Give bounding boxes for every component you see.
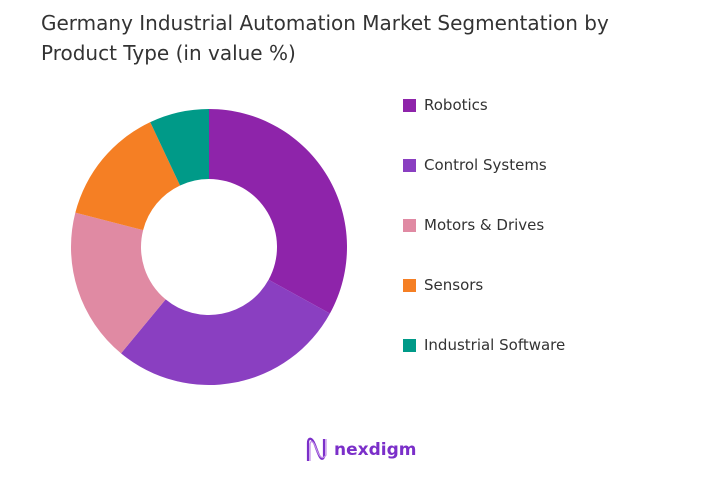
legend-label: Industrial Software xyxy=(424,336,566,354)
logo-wave-icon xyxy=(306,437,327,461)
legend-item: Motors & Drives xyxy=(403,215,544,235)
legend-swatch xyxy=(403,158,416,172)
legend-item: Control Systems xyxy=(403,155,547,175)
legend-swatch xyxy=(403,218,416,232)
slice-motors-drives xyxy=(70,212,166,354)
legend-swatch xyxy=(403,278,416,292)
legend-label: Robotics xyxy=(424,96,488,114)
slice-robotics xyxy=(209,109,347,314)
chart-title: Germany Industrial Automation Market Seg… xyxy=(41,11,609,65)
legend-item: Industrial Software xyxy=(403,335,565,355)
legend-item: Robotics xyxy=(403,95,488,115)
slice-industrial-software xyxy=(150,109,209,186)
legend-swatch xyxy=(403,98,416,112)
nexdigm-logo: nexdigm xyxy=(306,437,416,463)
logo-text: nexdigm xyxy=(334,440,417,460)
slice-sensors xyxy=(75,122,181,231)
legend-label: Motors & Drives xyxy=(424,216,545,234)
legend-label: Control Systems xyxy=(424,156,547,174)
legend-label: Sensors xyxy=(424,276,484,294)
slice-control-systems xyxy=(121,279,330,386)
legend-swatch xyxy=(403,338,416,352)
legend-item: Sensors xyxy=(403,275,483,295)
